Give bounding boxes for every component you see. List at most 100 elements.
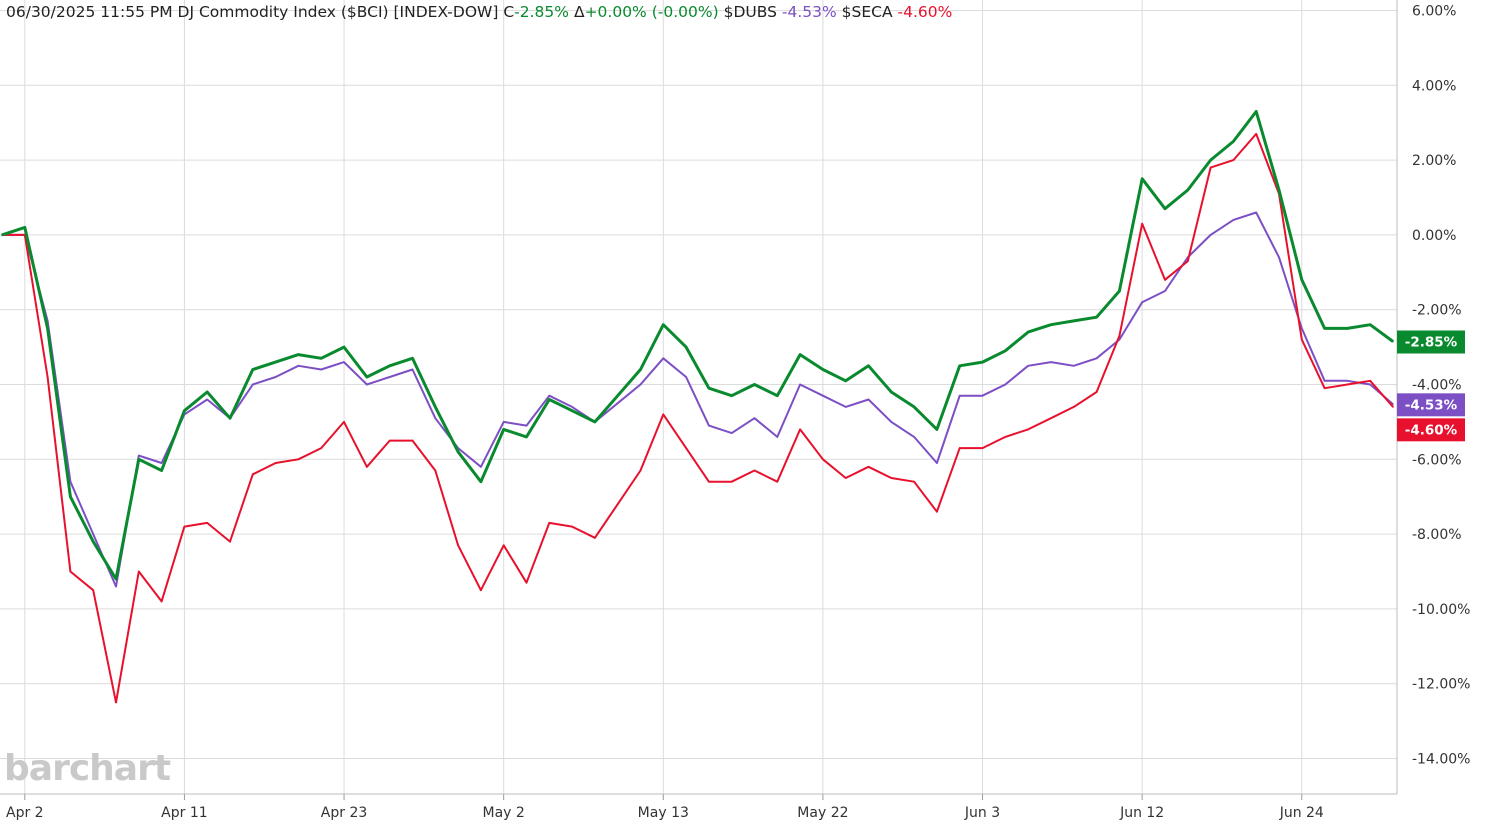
series-line-1: [2, 211, 1394, 588]
header-close-label: C: [503, 3, 515, 21]
series-2-point: [183, 525, 186, 528]
series-2-point: [206, 522, 208, 524]
series-0-point: [548, 398, 551, 401]
series-2-point: [708, 480, 710, 483]
series-1-point: [1392, 403, 1394, 406]
series-2-point: [594, 537, 596, 539]
series-1-point: [1323, 380, 1326, 382]
last-value-badge-bg: [1397, 330, 1465, 354]
series-0-point: [1164, 207, 1166, 210]
barchart-logo: barchart: [4, 748, 171, 789]
series-0-point: [1187, 189, 1189, 191]
series-0-point: [92, 540, 94, 543]
series-1-point: [571, 406, 573, 408]
series-2-point: [685, 447, 687, 449]
series-1-point: [844, 406, 847, 408]
series-2-point: [252, 473, 254, 476]
series-0-point: [320, 357, 323, 360]
header-close-value: -2.85%: [514, 3, 570, 21]
series-1-point: [1301, 327, 1303, 330]
y-tick-label: 4.00%: [1412, 78, 1456, 94]
series-2-point: [274, 462, 277, 464]
series-0-point: [183, 409, 186, 412]
series-0-point: [24, 226, 26, 229]
series-2-point: [571, 525, 573, 528]
grid: [0, 0, 1397, 794]
series-1-point: [1255, 211, 1257, 214]
series-1-point: [480, 466, 482, 468]
series-2-point: [297, 458, 300, 461]
series-2-point: [457, 544, 459, 547]
last-value-badge: -4.60%: [1405, 422, 1458, 438]
x-tick-label: Jun 24: [1279, 805, 1324, 821]
header-datetime: 06/30/2025 11:55 PM: [6, 3, 173, 21]
series-2-point: [981, 447, 984, 449]
series-0-point: [411, 357, 414, 360]
y-tick-label: -8.00%: [1412, 527, 1462, 543]
series-2-point: [890, 477, 893, 479]
series-1-point: [1346, 380, 1349, 382]
header-title: DJ Commodity Index ($BCI) [INDEX-DOW]: [177, 3, 499, 21]
series-1-point: [662, 357, 665, 360]
series-0-point: [1278, 189, 1280, 191]
series-2-point: [1004, 436, 1007, 438]
series-2-point: [411, 439, 414, 442]
series-line-0: [1, 110, 1394, 581]
series-1-point: [388, 376, 391, 378]
series-1-point: [160, 462, 163, 464]
series-0-point: [115, 578, 117, 580]
series-1-point: [548, 394, 551, 397]
series-0-point: [297, 353, 300, 356]
series-0-point: [685, 346, 687, 348]
series-0-point: [1141, 178, 1143, 180]
x-tick-label: May 13: [638, 805, 689, 821]
series-1-point: [502, 421, 505, 423]
series-2-point: [662, 413, 665, 416]
series-0-point: [1, 234, 3, 236]
series-2-point: [1369, 380, 1371, 382]
series-1-point: [639, 383, 642, 386]
series-2-point: [343, 421, 345, 423]
series-1-point: [115, 585, 117, 588]
series-1-point: [913, 436, 915, 438]
series-2-point: [1187, 260, 1189, 262]
y-tick-label: 6.00%: [1412, 4, 1456, 20]
series-2-point: [525, 581, 528, 584]
series-1-point: [1278, 256, 1280, 259]
series-0-point: [822, 368, 824, 371]
series-0-point: [730, 394, 733, 397]
series-0-point: [1346, 327, 1349, 330]
series-2-point: [1346, 383, 1349, 386]
series-1-point: [1050, 361, 1052, 363]
x-tick-label: May 22: [797, 805, 848, 821]
series-2-point: [1392, 406, 1394, 408]
series-1-point: [1369, 383, 1371, 386]
series-2-point: [1232, 159, 1235, 161]
series-lines: [1, 110, 1394, 704]
series-2-point: [366, 466, 368, 468]
series-1-point: [1004, 383, 1007, 386]
series-0-point: [913, 406, 915, 408]
header-compare2-symbol[interactable]: $SECA: [841, 3, 893, 21]
header-change-label: Δ: [573, 3, 585, 21]
header-compare1-symbol[interactable]: $DUBS: [723, 3, 777, 21]
y-tick-label: -2.00%: [1412, 303, 1462, 319]
series-2-point: [1027, 428, 1029, 431]
series-0-point: [160, 469, 163, 472]
series-0-point: [388, 365, 391, 367]
series-1-point: [1073, 365, 1075, 367]
series-1-point: [366, 383, 368, 386]
series-2-point: [502, 544, 505, 547]
series-0-point: [1369, 323, 1371, 326]
series-1-point: [434, 417, 437, 420]
series-0-point: [958, 365, 961, 367]
series-2-point: [753, 469, 756, 472]
series-2-point: [46, 376, 49, 378]
series-0-point: [571, 409, 573, 412]
series-2-point: [1141, 222, 1143, 225]
last-value-badge: -4.53%: [1405, 397, 1458, 413]
y-tick-label: -10.00%: [1412, 602, 1470, 618]
series-0-point: [1301, 279, 1303, 281]
series-0-point: [206, 391, 208, 393]
